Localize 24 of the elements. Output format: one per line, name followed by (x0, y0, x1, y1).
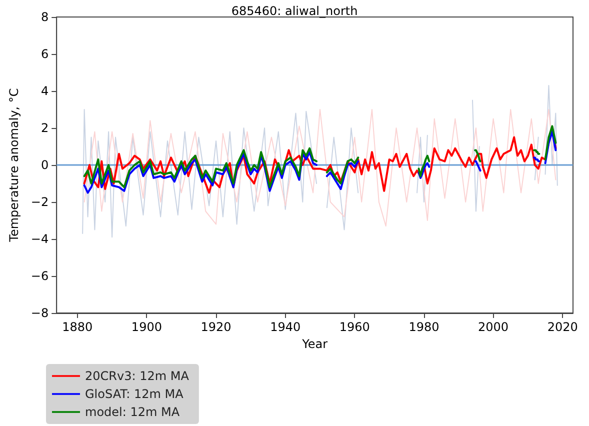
line-series (84, 109, 556, 227)
x-tick-label: 2020 (547, 320, 578, 334)
legend-label: 20CRv3: 12m MA (85, 369, 190, 383)
x-axis-title: Year (301, 336, 328, 351)
x-tick-label: 1920 (200, 320, 232, 334)
y-tick-label: −8 (30, 306, 49, 320)
legend-label: model: 12m MA (85, 405, 180, 419)
x-tick-label: 2000 (478, 320, 509, 334)
y-tick-label: 2 (40, 121, 49, 135)
chart-title: 685460: aliwal_north (231, 4, 358, 18)
y-tick-label: −4 (30, 232, 49, 246)
y-tick-label: −6 (30, 269, 49, 283)
x-tick-label: 1880 (62, 320, 93, 334)
y-axis-title: Temperature anomaly, °C (7, 88, 21, 243)
x-tick-label: 1940 (270, 320, 301, 334)
x-tick-label: 1960 (339, 320, 370, 334)
y-tick-label: −2 (30, 195, 49, 209)
x-tick-label: 1900 (131, 320, 162, 334)
y-tick-label: 4 (40, 84, 49, 98)
y-tick-label: 0 (40, 158, 49, 172)
legend-label: GloSAT: 12m MA (85, 387, 184, 401)
y-tick-label: 6 (40, 47, 49, 61)
y-tick-label: 8 (40, 10, 49, 24)
x-tick-label: 1980 (408, 320, 440, 334)
